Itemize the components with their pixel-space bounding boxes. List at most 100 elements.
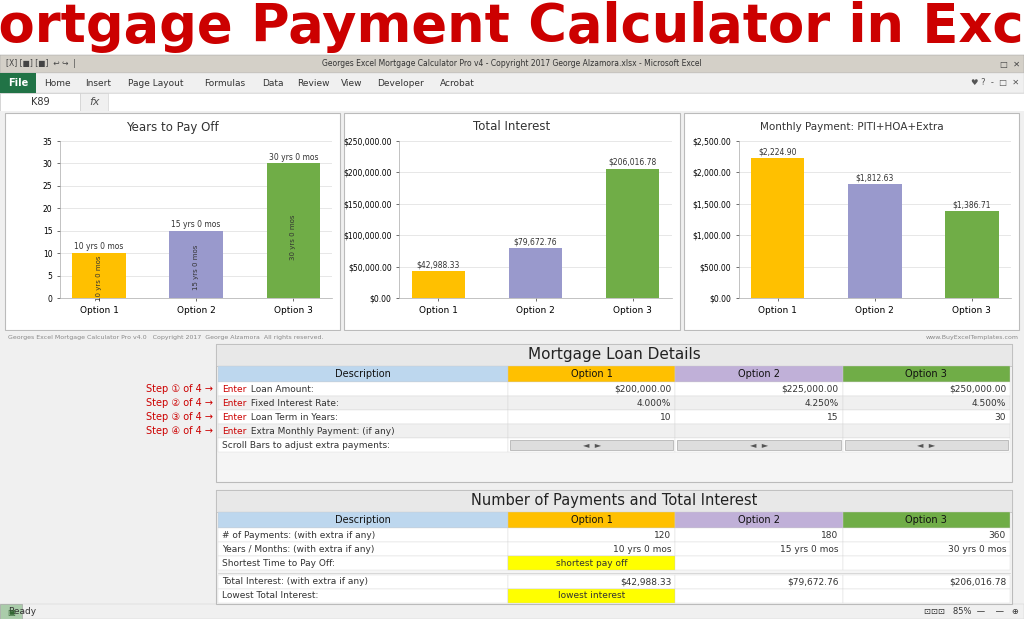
Bar — [843, 366, 1010, 382]
Bar — [606, 168, 659, 298]
Bar — [843, 528, 1010, 542]
Text: [X] [■] [■]  ↩ ↪  |: [X] [■] [■] ↩ ↪ | — [6, 59, 76, 69]
Text: Enter: Enter — [222, 399, 247, 407]
Text: Shortest Time to Pay Off:: Shortest Time to Pay Off: — [222, 558, 335, 568]
Text: Insert: Insert — [85, 79, 111, 87]
Bar — [508, 589, 676, 603]
Text: 30 yrs 0 mos: 30 yrs 0 mos — [947, 545, 1006, 553]
Bar — [843, 575, 1010, 589]
Text: Extra Monthly Payment: (if any): Extra Monthly Payment: (if any) — [248, 426, 394, 436]
Bar — [676, 556, 843, 570]
Text: Description: Description — [335, 515, 391, 525]
Text: 120: 120 — [654, 530, 672, 540]
Text: Review: Review — [297, 79, 330, 87]
Text: Loan Amount:: Loan Amount: — [248, 384, 313, 394]
Text: $200,000.00: $200,000.00 — [614, 384, 672, 394]
Text: Ready: Ready — [8, 607, 36, 617]
Bar — [218, 410, 508, 424]
Bar — [169, 231, 223, 298]
Text: $42,988.33: $42,988.33 — [620, 578, 672, 586]
Text: File: File — [8, 78, 28, 88]
Bar — [216, 490, 1012, 604]
Bar — [0, 0, 1024, 55]
Bar — [218, 528, 508, 542]
Text: 15 yrs 0 mos: 15 yrs 0 mos — [780, 545, 839, 553]
Text: Enter: Enter — [222, 412, 247, 422]
Text: 30 yrs 0 mos: 30 yrs 0 mos — [268, 152, 318, 162]
Bar — [676, 396, 843, 410]
Bar — [344, 113, 680, 330]
Text: Option 1: Option 1 — [570, 369, 612, 379]
Text: 180: 180 — [821, 530, 839, 540]
Text: Developer: Developer — [377, 79, 423, 87]
Text: Monthly Payment: PITI+HOA+Extra: Monthly Payment: PITI+HOA+Extra — [760, 122, 943, 132]
Text: Years to Pay Off: Years to Pay Off — [126, 121, 219, 134]
Bar — [676, 542, 843, 556]
Bar — [843, 382, 1010, 396]
Text: fx: fx — [89, 97, 99, 107]
Bar — [677, 440, 841, 450]
Text: www.BuyExcelTemplates.com: www.BuyExcelTemplates.com — [926, 335, 1019, 340]
Bar — [676, 424, 843, 438]
Text: Description: Description — [335, 369, 391, 379]
Text: Georges Excel Mortgage Calculator Pro v4 - Copyright 2017 George Alzamora.xlsx -: Georges Excel Mortgage Calculator Pro v4… — [323, 59, 701, 69]
Bar — [80, 93, 108, 111]
Text: 4.250%: 4.250% — [805, 399, 839, 407]
Bar — [218, 589, 508, 603]
Text: Step ④ of 4 →: Step ④ of 4 → — [146, 426, 213, 436]
Bar — [508, 542, 676, 556]
Text: shortest pay off: shortest pay off — [556, 558, 628, 568]
Text: 10 yrs 0 mos: 10 yrs 0 mos — [96, 255, 102, 301]
Bar — [843, 438, 1010, 452]
Text: K89: K89 — [31, 97, 49, 107]
Bar — [508, 396, 676, 410]
Bar — [843, 542, 1010, 556]
Bar — [0, 111, 1024, 604]
Text: $225,000.00: $225,000.00 — [781, 384, 839, 394]
Text: Option 3: Option 3 — [905, 515, 947, 525]
Text: Fixed Interest Rate:: Fixed Interest Rate: — [248, 399, 339, 407]
Bar — [676, 528, 843, 542]
Bar — [412, 271, 465, 298]
Bar — [676, 410, 843, 424]
Text: $1,812.63: $1,812.63 — [856, 173, 894, 182]
Text: Step ② of 4 →: Step ② of 4 → — [146, 398, 213, 408]
Bar — [266, 163, 319, 298]
Bar — [510, 440, 674, 450]
Bar — [843, 589, 1010, 603]
Text: ◄  ►: ◄ ► — [583, 441, 601, 449]
Text: ▣: ▣ — [7, 607, 15, 617]
Bar — [676, 382, 843, 396]
Bar — [945, 211, 998, 298]
Text: Loan Term in Years:: Loan Term in Years: — [248, 412, 338, 422]
Text: Mortgage Payment Calculator in Excel: Mortgage Payment Calculator in Excel — [0, 1, 1024, 53]
Bar — [676, 589, 843, 603]
Text: $79,672.76: $79,672.76 — [514, 237, 557, 246]
Bar — [0, 331, 1024, 345]
Bar — [508, 366, 676, 382]
Bar — [845, 440, 1008, 450]
Text: Number of Payments and Total Interest: Number of Payments and Total Interest — [471, 493, 757, 508]
Bar — [684, 113, 1019, 330]
Text: lowest interest: lowest interest — [558, 592, 626, 600]
Bar — [216, 490, 1012, 512]
Text: 15 yrs 0 mos: 15 yrs 0 mos — [194, 245, 199, 290]
Bar — [0, 73, 36, 93]
Bar — [508, 512, 676, 528]
Text: Data: Data — [262, 79, 284, 87]
Text: ◄  ►: ◄ ► — [918, 441, 936, 449]
Bar — [218, 575, 508, 589]
Text: Formulas: Formulas — [205, 79, 246, 87]
Text: Years / Months: (with extra if any): Years / Months: (with extra if any) — [222, 545, 375, 553]
Text: 4.000%: 4.000% — [637, 399, 672, 407]
Bar — [843, 556, 1010, 570]
Text: Page Layout: Page Layout — [128, 79, 183, 87]
Bar — [218, 542, 508, 556]
Text: Option 2: Option 2 — [738, 369, 780, 379]
Bar — [848, 184, 901, 298]
Bar — [843, 396, 1010, 410]
Bar — [0, 93, 1024, 111]
Text: 30: 30 — [994, 412, 1006, 422]
Bar — [509, 248, 562, 298]
Bar — [508, 438, 676, 452]
